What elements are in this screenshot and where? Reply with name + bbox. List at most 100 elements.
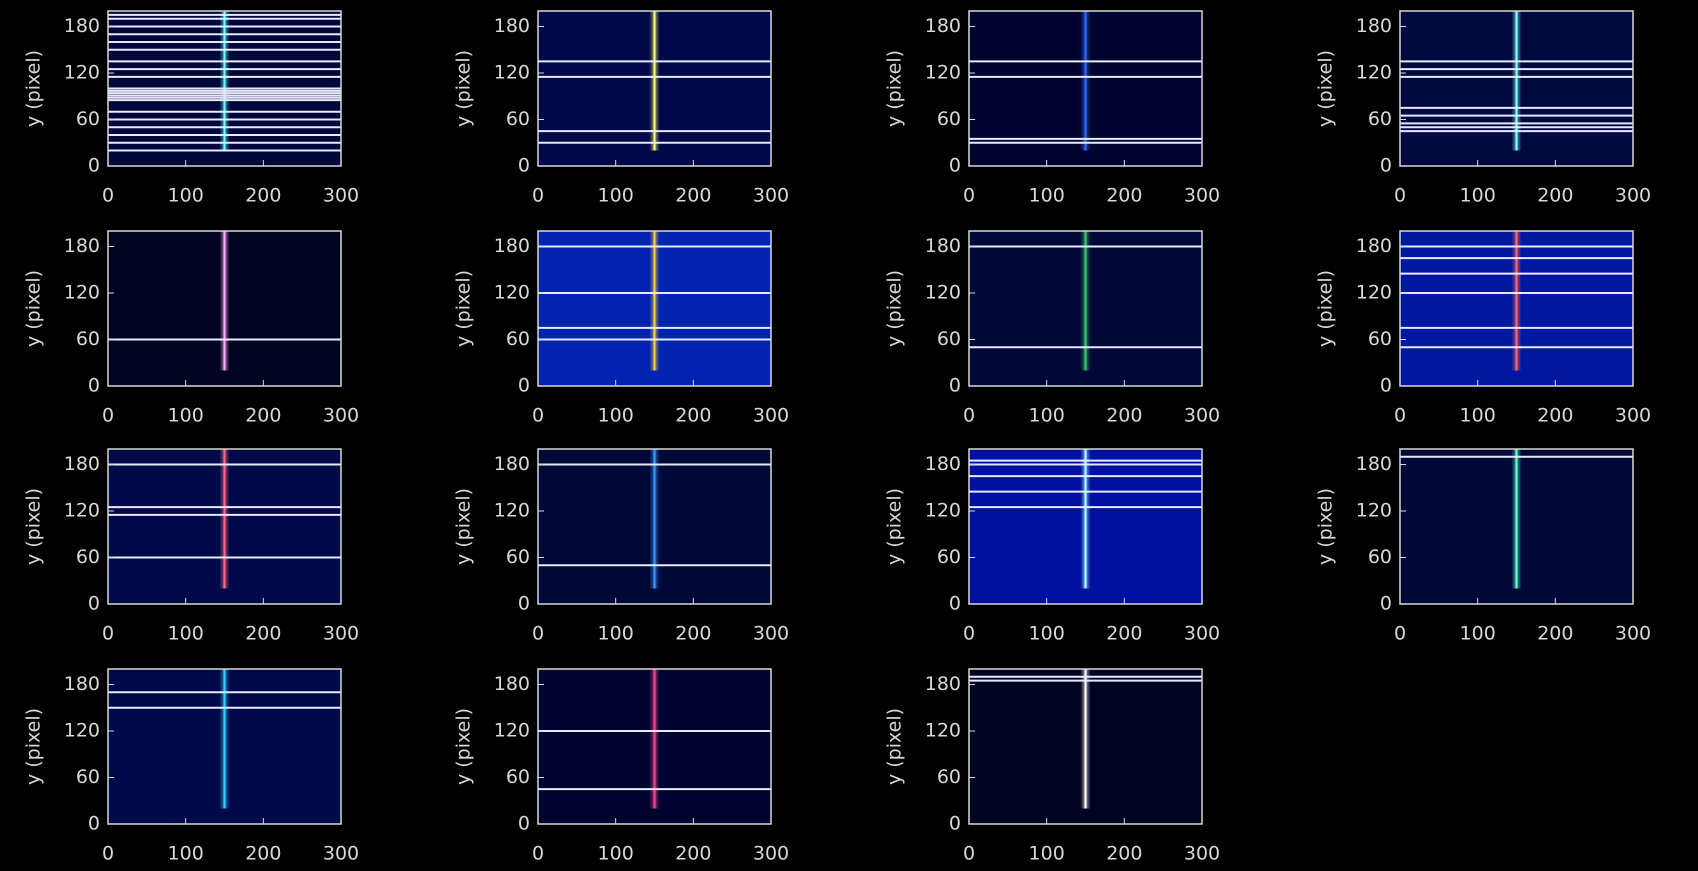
x-tick-label: 200	[675, 405, 711, 427]
y-tick-label: 180	[494, 673, 530, 695]
x-tick-label: 100	[1029, 623, 1065, 645]
x-tick-label: 100	[598, 623, 634, 645]
panel: 0 100 200 300 0 60 120 180 y (pixel)	[23, 668, 359, 865]
panel: 0 100 200 300 0 60 120 180 y (pixel)	[453, 230, 789, 427]
trace-core	[653, 231, 656, 371]
x-tick-label: 100	[598, 843, 634, 865]
hlines	[538, 730, 771, 791]
trace-core	[1515, 449, 1518, 589]
x-tick-label: 200	[1106, 623, 1142, 645]
frame	[1399, 230, 1634, 387]
panel: 0 100 200 300 0 60 120 180 y (pixel)	[23, 10, 359, 207]
y-axis-label: y (pixel)	[1315, 270, 1337, 347]
frame	[537, 230, 772, 387]
x-tick-label: 300	[1184, 405, 1220, 427]
y-tick-label: 0	[949, 813, 961, 835]
x-tick-label: 200	[1106, 185, 1142, 207]
y-tick-label: 180	[925, 453, 961, 475]
x-tick-label: 100	[168, 843, 204, 865]
x-tick-label: 0	[102, 843, 114, 865]
y-tick-label: 120	[925, 720, 961, 742]
hlines	[538, 60, 771, 144]
x-tick-label: 0	[532, 185, 544, 207]
frame	[537, 10, 772, 167]
x-tick-label: 200	[1537, 623, 1573, 645]
y-tick-label: 0	[88, 593, 100, 615]
y-axis-label: y (pixel)	[23, 708, 45, 785]
panel: 0 100 200 300 0 60 120 180 y (pixel)	[884, 448, 1220, 645]
y-tick-label: 180	[925, 235, 961, 257]
x-tick-label: 200	[245, 623, 281, 645]
y-tick-label: 180	[494, 453, 530, 475]
y-tick-label: 60	[1368, 546, 1392, 568]
panel: 0 100 200 300 0 60 120 180 y (pixel)	[453, 10, 789, 207]
frame	[537, 448, 772, 605]
x-tick-label: 100	[1029, 185, 1065, 207]
trace-core	[223, 449, 226, 589]
x-tick-label: 100	[1460, 405, 1496, 427]
x-tick-label: 300	[753, 623, 789, 645]
x-tick-label: 0	[963, 185, 975, 207]
y-tick-label: 0	[518, 813, 530, 835]
x-tick-label: 200	[1106, 843, 1142, 865]
y-tick-label: 60	[76, 766, 100, 788]
y-tick-label: 120	[925, 500, 961, 522]
x-tick-label: 200	[245, 843, 281, 865]
x-tick-label: 200	[245, 405, 281, 427]
y-axis-label: y (pixel)	[884, 708, 906, 785]
x-tick-label: 0	[532, 843, 544, 865]
hlines	[969, 459, 1202, 509]
frame	[968, 668, 1203, 825]
y-tick-label: 60	[1368, 328, 1392, 350]
hlines	[108, 691, 341, 709]
y-tick-label: 60	[506, 546, 530, 568]
y-axis-label: y (pixel)	[453, 50, 475, 127]
x-tick-label: 300	[1615, 185, 1651, 207]
trace-core	[223, 231, 226, 371]
x-tick-label: 200	[675, 185, 711, 207]
y-tick-label: 60	[76, 328, 100, 350]
x-tick-label: 200	[675, 623, 711, 645]
y-tick-label: 120	[64, 720, 100, 742]
y-tick-label: 120	[64, 500, 100, 522]
panel: 0 100 200 300 0 60 120 180 y (pixel)	[884, 10, 1220, 207]
y-tick-label: 0	[518, 593, 530, 615]
y-axis-label: y (pixel)	[23, 50, 45, 127]
trace-core	[223, 11, 226, 151]
trace-core	[653, 11, 656, 151]
y-tick-label: 120	[494, 720, 530, 742]
y-tick-label: 60	[506, 108, 530, 130]
x-tick-label: 200	[1106, 405, 1142, 427]
y-tick-label: 180	[64, 235, 100, 257]
x-tick-label: 0	[102, 185, 114, 207]
y-tick-label: 60	[506, 766, 530, 788]
panel: 0 100 200 300 0 60 120 180 y (pixel)	[453, 668, 789, 865]
x-tick-label: 200	[245, 185, 281, 207]
trace-core	[1084, 231, 1087, 371]
y-axis-label: y (pixel)	[453, 270, 475, 347]
x-tick-label: 300	[323, 405, 359, 427]
panel: 0 100 200 300 0 60 120 180 y (pixel)	[23, 448, 359, 645]
y-tick-label: 60	[76, 108, 100, 130]
hlines	[969, 675, 1202, 682]
y-axis-label: y (pixel)	[23, 488, 45, 565]
y-tick-label: 120	[494, 62, 530, 84]
x-tick-label: 300	[323, 623, 359, 645]
x-tick-label: 0	[963, 843, 975, 865]
y-tick-label: 180	[494, 15, 530, 37]
y-tick-label: 0	[518, 375, 530, 397]
x-tick-label: 300	[1184, 843, 1220, 865]
x-tick-label: 100	[1460, 623, 1496, 645]
y-tick-label: 180	[1356, 235, 1392, 257]
x-tick-label: 100	[168, 405, 204, 427]
frame	[107, 230, 342, 387]
x-tick-label: 200	[1537, 185, 1573, 207]
x-tick-label: 100	[1029, 843, 1065, 865]
x-tick-label: 100	[598, 405, 634, 427]
hlines	[969, 245, 1202, 349]
y-tick-label: 0	[949, 593, 961, 615]
y-axis-label: y (pixel)	[1315, 50, 1337, 127]
x-tick-label: 0	[102, 405, 114, 427]
x-tick-label: 0	[102, 623, 114, 645]
